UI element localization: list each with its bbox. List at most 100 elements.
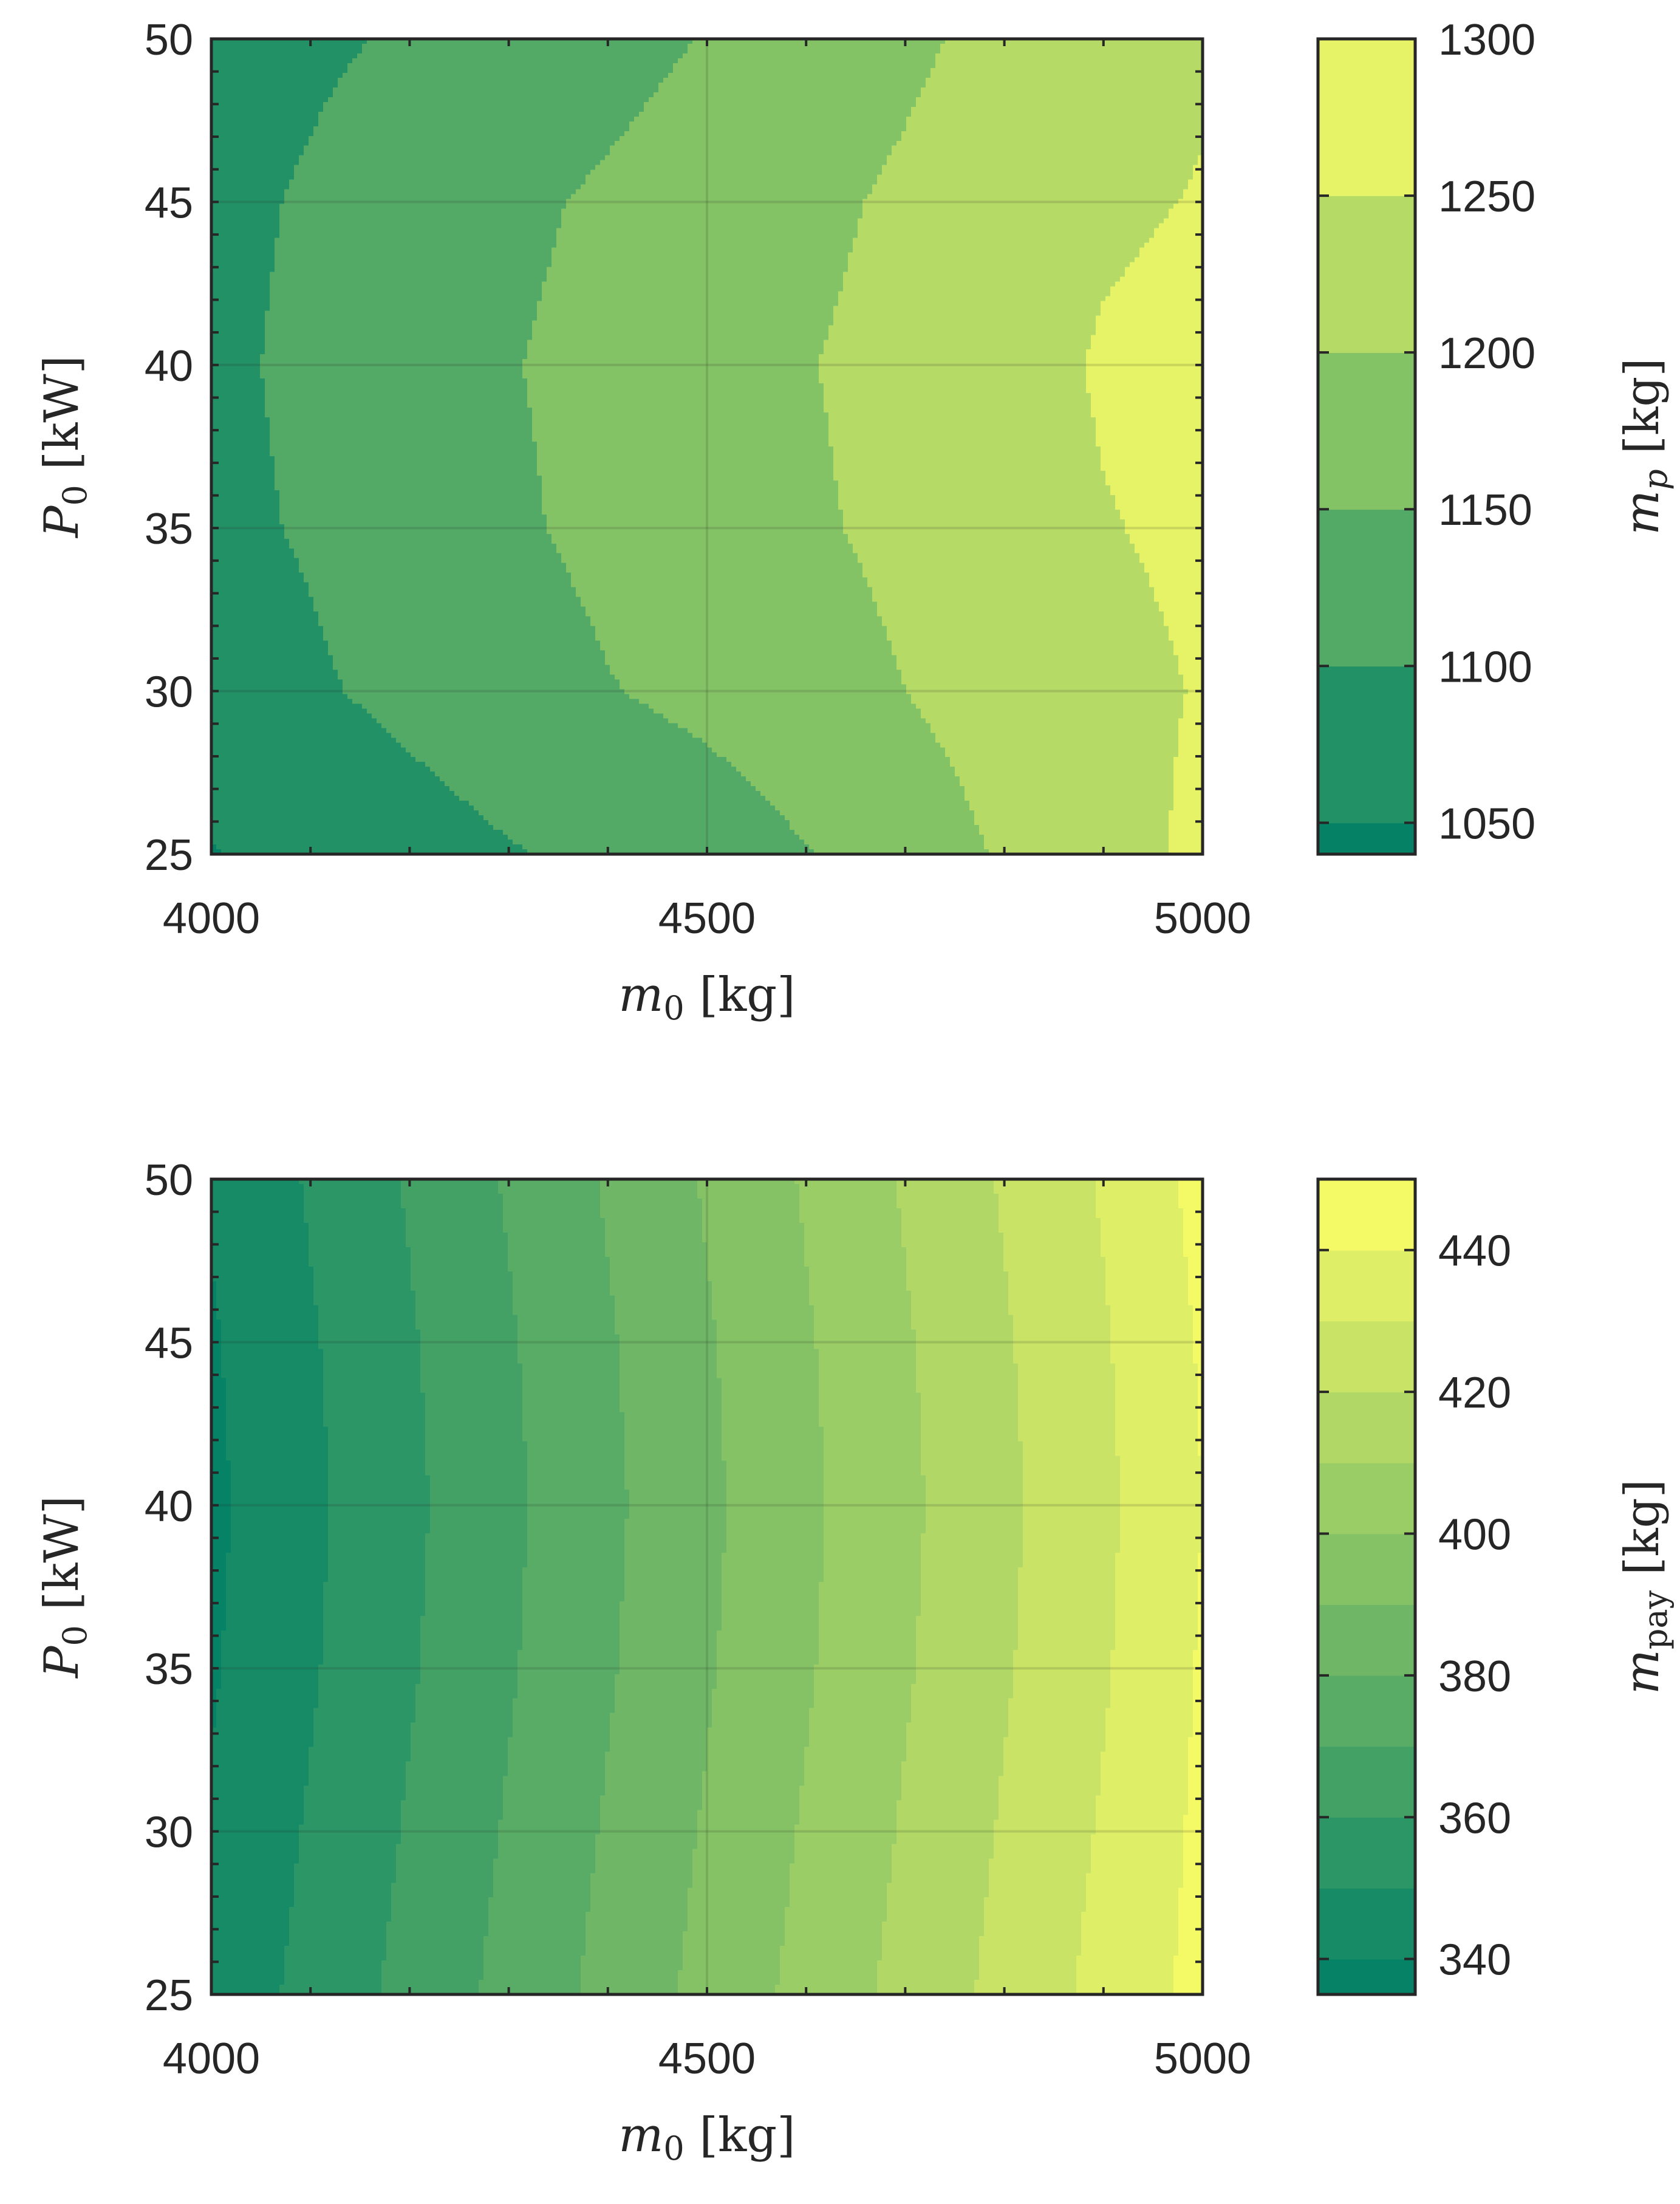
contour-band-11 <box>1198 1582 1203 1587</box>
contour-band-1 <box>211 616 319 622</box>
contour-band-4 <box>527 1519 625 1524</box>
contour-band-1 <box>226 1392 324 1398</box>
contour-band-2 <box>279 514 547 520</box>
contour-band-8 <box>911 1717 1009 1723</box>
contour-band-11 <box>1193 1727 1203 1733</box>
contour-band-8 <box>896 1829 994 1835</box>
contour-band-1 <box>216 1281 314 1287</box>
contour-band-3 <box>391 1892 494 1898</box>
contour-band-3 <box>420 1388 523 1394</box>
contour-band-2 <box>313 126 630 132</box>
contour-band-1 <box>211 48 363 54</box>
contour-band-8 <box>921 1456 1023 1461</box>
contour-band-7 <box>819 1601 921 1607</box>
contour-band-1 <box>211 1868 295 1874</box>
contour-band-10 <box>1115 1417 1198 1423</box>
contour-band-2 <box>323 1591 426 1597</box>
contour-band-4 <box>508 1742 610 1748</box>
contour-band-2 <box>318 1703 416 1709</box>
contour-band-8 <box>911 1315 1014 1321</box>
contour-band-2 <box>328 1577 426 1583</box>
contour-band-1 <box>221 1354 324 1360</box>
contour-band-4 <box>522 1615 620 1621</box>
contour-band-5 <box>605 1227 703 1233</box>
contour-band-8 <box>892 1849 994 1854</box>
contour-band-6 <box>722 1591 819 1597</box>
contour-band-2 <box>304 1217 406 1223</box>
contour-band-3 <box>425 1392 523 1398</box>
contour-band-10 <box>1101 1222 1184 1228</box>
contour-band-1 <box>211 650 329 656</box>
contour-band-2 <box>318 1315 416 1321</box>
contour-band-3 <box>649 97 917 103</box>
contour-band-7 <box>804 1261 907 1267</box>
contour-band-3 <box>571 577 868 583</box>
contour-band-6 <box>722 1625 819 1631</box>
contour-band-3 <box>542 480 839 486</box>
contour-band-6 <box>692 1849 795 1854</box>
contour-band-6 <box>707 1266 810 1272</box>
contour-band-8 <box>877 1990 975 1995</box>
contour-band-11 <box>1173 1975 1203 1980</box>
contour-band-5 <box>1173 796 1203 801</box>
contour-band-4 <box>517 1349 620 1355</box>
contour-band-5 <box>615 1300 712 1306</box>
contour-band-7 <box>780 1975 878 1980</box>
contour-band-4 <box>527 1480 625 1485</box>
contour-band-2 <box>318 1305 416 1311</box>
contour-band-0 <box>211 1480 231 1485</box>
contour-band-10 <box>1101 1232 1184 1238</box>
contour-band-10 <box>1120 1528 1203 1534</box>
contour-band-7 <box>824 1553 921 1558</box>
contour-band-8 <box>921 1553 1023 1558</box>
contour-band-4 <box>828 437 1096 442</box>
contour-band-1 <box>211 1271 314 1277</box>
contour-band-10 <box>1120 1460 1203 1466</box>
contour-band-4 <box>503 1227 606 1233</box>
contour-band-6 <box>702 1237 805 1243</box>
contour-band-0 <box>211 1397 227 1403</box>
contour-band-1 <box>211 1907 290 1912</box>
contour-band-4 <box>498 1819 601 1826</box>
contour-band-3 <box>717 752 946 758</box>
contour-band-1 <box>211 1970 285 1976</box>
contour-band-2 <box>289 1941 387 1946</box>
contour-band-10 <box>1110 1344 1193 1350</box>
colorbar-band-3 <box>1318 352 1415 510</box>
contour-band-9 <box>999 1790 1101 1796</box>
contour-band-8 <box>896 1800 999 1806</box>
contour-band-2 <box>430 767 737 772</box>
contour-band-7 <box>824 1490 926 1495</box>
contour-band-5 <box>605 1751 708 1757</box>
contour-band-4 <box>522 1363 620 1369</box>
contour-band-2 <box>323 1644 421 1651</box>
contour-band-5 <box>1178 728 1203 733</box>
contour-band-6 <box>717 1354 819 1360</box>
contour-band-10 <box>1120 1514 1203 1519</box>
contour-band-2 <box>338 674 615 680</box>
contour-band-8 <box>916 1378 1019 1384</box>
contour-band-4 <box>527 1533 625 1539</box>
contour-band-5 <box>615 1698 712 1704</box>
contour-band-1 <box>211 806 474 811</box>
contour-band-3 <box>542 286 844 292</box>
contour-band-6 <box>683 1951 780 1956</box>
contour-band-2 <box>328 1543 426 1549</box>
contour-band-4 <box>984 840 1169 845</box>
contour-band-5 <box>1169 626 1203 632</box>
contour-band-5 <box>624 1412 722 1418</box>
contour-band-7 <box>804 1251 907 1258</box>
contour-band-10 <box>1120 1533 1203 1539</box>
contour-band-11 <box>1193 1358 1203 1364</box>
contour-band-5 <box>620 1368 717 1374</box>
contour-band-9 <box>1023 1548 1121 1553</box>
contour-band-5 <box>595 1868 693 1874</box>
contour-band-1 <box>211 485 275 491</box>
contour-band-5 <box>600 1188 698 1194</box>
contour-band-8 <box>901 1213 999 1219</box>
contour-band-8 <box>921 1451 1023 1456</box>
contour-band-3 <box>644 101 917 108</box>
contour-band-10 <box>1096 1213 1184 1219</box>
contour-band-5 <box>1159 606 1203 612</box>
